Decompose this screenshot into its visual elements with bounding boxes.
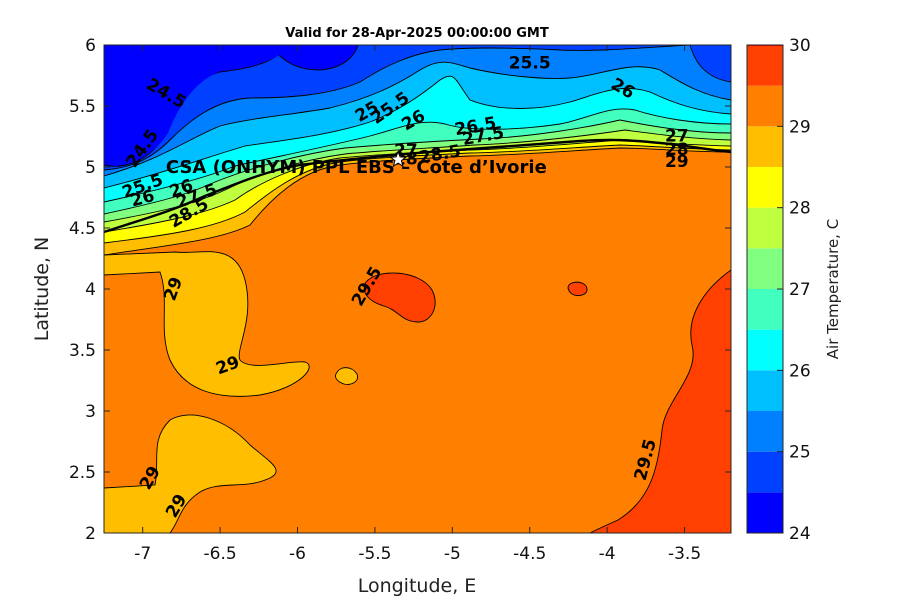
y-tick-label: 4.5 [69, 219, 96, 239]
x-tick-label: -4 [599, 544, 616, 564]
x-tick-label: -4.5 [513, 544, 546, 564]
colorbar-label: Air Temperature, C [824, 219, 842, 359]
colorbar-tick-label: 24 [789, 524, 811, 544]
y-tick-label: 3.5 [69, 341, 96, 361]
contour-label: 27 [665, 127, 689, 147]
colorbar-tick-label: 29 [789, 117, 811, 137]
y-axis-label: Latitude, N [31, 237, 53, 342]
colorbar-segment [747, 248, 783, 289]
colorbar-segment [747, 329, 783, 371]
band-28.5-29-west [104, 251, 310, 397]
colorbar-segment [747, 370, 783, 411]
colorbar-tick-label: 28 [789, 199, 811, 219]
band-29.5-30-dot [567, 281, 588, 297]
contour-label: 25.5 [509, 53, 551, 73]
colorbar-tick-label: 25 [789, 443, 811, 463]
site-star-icon [389, 150, 408, 168]
band-24-24.5-fill [104, 45, 290, 164]
band-28.5-29-sw [104, 414, 277, 533]
x-tick-label: -6 [289, 544, 306, 564]
band-24.5-25 [104, 45, 731, 171]
band-29.5-30-center [363, 272, 436, 323]
colorbar-segment [747, 85, 783, 127]
colorbar: 24 25 26 27 28 29 30 [746, 36, 811, 544]
x-tick-label: -5 [444, 544, 461, 564]
colorbar-segment [747, 451, 783, 493]
colorbar-tick-label: 30 [789, 36, 811, 56]
x-tick-label: -3.5 [668, 544, 701, 564]
y-tick-label: 2.5 [69, 463, 96, 483]
colorbar-segment [747, 492, 783, 533]
colorbar-segment [747, 126, 783, 167]
band-29.5-30-se [589, 269, 731, 533]
y-tick-label: 4 [85, 280, 96, 300]
x-tick-label: -6.5 [204, 544, 237, 564]
y-tick-label: 5 [85, 158, 96, 178]
colorbar-tick-label: 27 [789, 280, 811, 300]
band-28.5-29-small [335, 367, 358, 385]
colorbar-segment [747, 167, 783, 208]
colorbar-segment [747, 289, 783, 330]
colorbar-tick-label: 26 [789, 361, 811, 381]
contour-label: 28 [665, 140, 689, 160]
x-tick-label: -5.5 [358, 544, 391, 564]
y-tick-label: 2 [85, 524, 96, 544]
colorbar-segment [747, 45, 783, 86]
y-axis-ticks: 2 2.5 3 3.5 4 4.5 5 5.5 6 [69, 36, 731, 544]
chart-title: Valid for 28-Apr-2025 00:00:00 GMT [285, 26, 549, 41]
y-tick-label: 3 [85, 402, 96, 422]
x-tick-label: -7 [134, 544, 151, 564]
y-tick-label: 6 [85, 36, 96, 56]
contour-label: 29 [665, 152, 689, 172]
contour-field [104, 45, 731, 533]
colorbar-segment [747, 207, 783, 249]
colorbar-segment [747, 411, 783, 452]
site-label: CSA (ONHYM) PPL EBS – Cote d’Ivorie [166, 157, 547, 178]
x-axis-ticks: -7 -6.5 -6 -5.5 -5 -4.5 -4 -3.5 [134, 45, 701, 564]
y-tick-label: 5.5 [69, 97, 96, 117]
site-marker: CSA (ONHYM) PPL EBS – Cote d’Ivorie [166, 150, 547, 178]
coastline [104, 138, 731, 234]
x-axis-label: Longitude, E [358, 575, 477, 597]
